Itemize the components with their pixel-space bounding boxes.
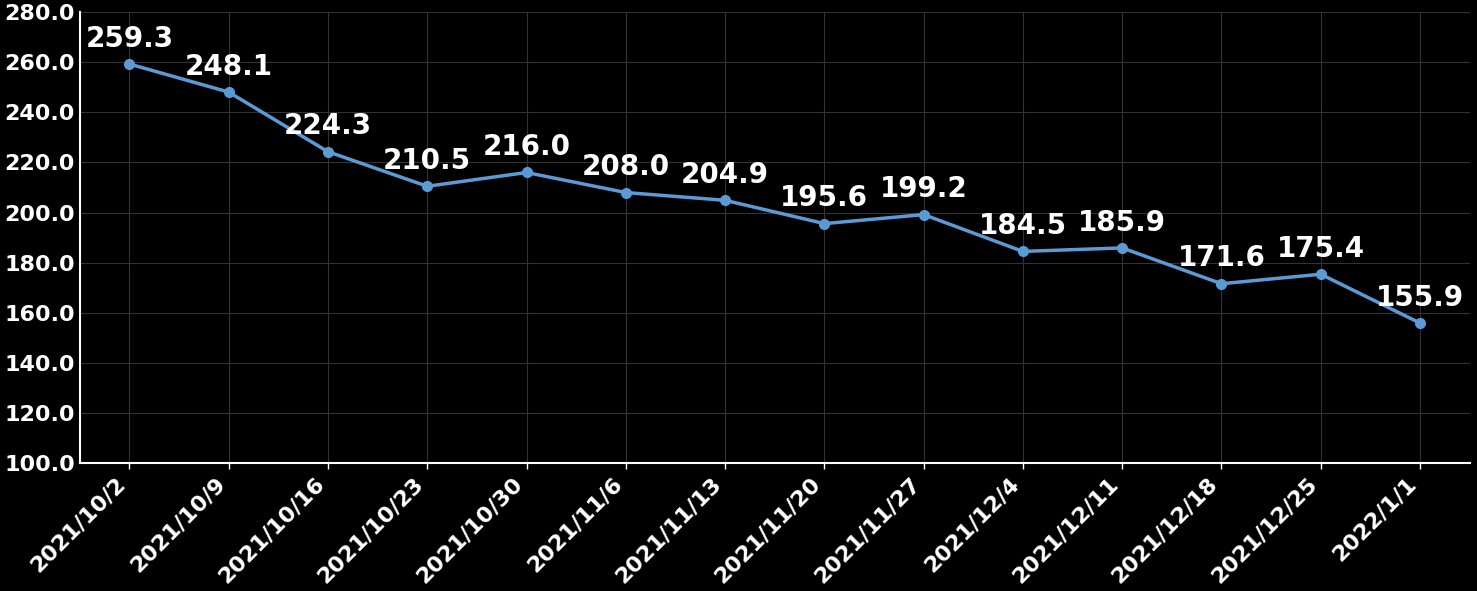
Text: 155.9: 155.9 [1377,284,1464,312]
Text: 184.5: 184.5 [979,212,1066,240]
Text: 199.2: 199.2 [880,176,967,203]
Text: 185.9: 185.9 [1078,209,1167,236]
Text: 195.6: 195.6 [780,184,868,212]
Text: 248.1: 248.1 [185,53,273,81]
Text: 208.0: 208.0 [582,153,671,181]
Text: 204.9: 204.9 [681,161,770,189]
Text: 171.6: 171.6 [1177,245,1266,272]
Text: 224.3: 224.3 [284,112,372,141]
Text: 210.5: 210.5 [383,147,471,175]
Text: 216.0: 216.0 [483,133,570,161]
Text: 175.4: 175.4 [1276,235,1365,263]
Text: 259.3: 259.3 [86,25,173,53]
